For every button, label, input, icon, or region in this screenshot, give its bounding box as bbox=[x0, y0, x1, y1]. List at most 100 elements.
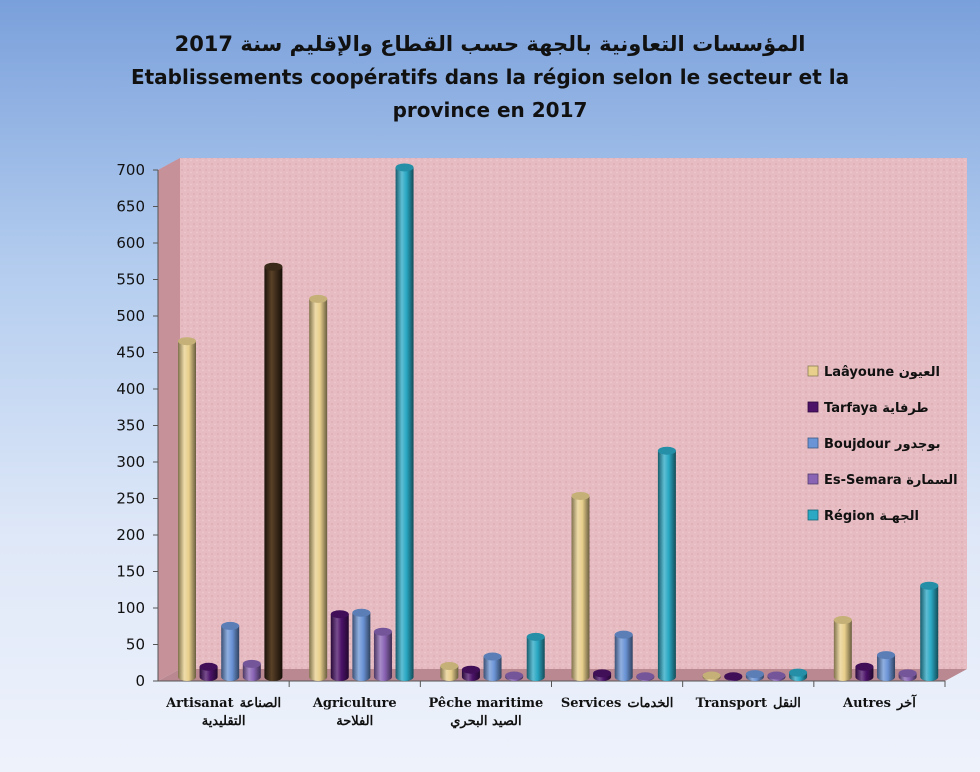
bar-top bbox=[877, 651, 896, 660]
y-tick-label: 0 bbox=[135, 672, 145, 690]
bar-top bbox=[833, 616, 852, 625]
legend-swatch bbox=[807, 365, 819, 377]
bar-top bbox=[571, 491, 590, 500]
bar-top bbox=[505, 671, 524, 680]
bar-top bbox=[461, 665, 480, 674]
category-label-1: Artisanat الصناعة التقليدية bbox=[165, 696, 281, 729]
bar-top bbox=[724, 672, 743, 681]
bar-4-category-1 bbox=[242, 659, 261, 681]
legend-entry-5: Région الجهـة bbox=[807, 509, 919, 524]
bar-2-category-1 bbox=[199, 662, 218, 681]
bar-3-category-1 bbox=[221, 621, 240, 681]
bar-body bbox=[877, 655, 896, 681]
bar-top bbox=[526, 632, 545, 641]
category-label-ar-line2: الصيد البحري bbox=[450, 714, 521, 729]
bar-4-category-4 bbox=[636, 672, 655, 681]
category-label-ar-line2: الفلاحة bbox=[336, 714, 373, 729]
bar-top bbox=[352, 608, 371, 617]
chart-title: المؤسسات التعاونية بالجهة حسب القطاع وال… bbox=[0, 28, 980, 127]
bar-5-category-4 bbox=[657, 446, 676, 681]
category-label-ar-line2: التقليدية bbox=[202, 714, 246, 729]
bar-top bbox=[221, 621, 240, 630]
bar-top bbox=[373, 627, 392, 636]
y-tick-label: 650 bbox=[116, 198, 145, 216]
category-label-fr: Autres bbox=[842, 696, 891, 711]
category-label-fr: Transport bbox=[696, 696, 767, 711]
bar-body bbox=[352, 612, 371, 681]
y-tick-label: 200 bbox=[116, 526, 145, 544]
bar-4-category-2 bbox=[373, 627, 392, 681]
bar-top bbox=[483, 652, 502, 661]
bar-body bbox=[483, 656, 502, 681]
bar-1-category-5 bbox=[702, 671, 721, 681]
bar-5-category-1 bbox=[264, 262, 283, 681]
category-label-line1: Services الخدمات bbox=[561, 696, 673, 711]
bar-body bbox=[855, 666, 874, 681]
bar-4-category-6 bbox=[898, 669, 917, 681]
bar-body bbox=[571, 495, 590, 681]
bar-body bbox=[330, 614, 349, 681]
bar-5-category-6 bbox=[920, 581, 939, 681]
category-label-line1: Autres آخر bbox=[842, 694, 917, 711]
bar-top bbox=[702, 671, 721, 680]
bar-1-category-2 bbox=[309, 294, 328, 681]
bar-top bbox=[614, 630, 633, 639]
bar-1-category-4 bbox=[571, 491, 590, 681]
bar-4-category-3 bbox=[505, 671, 524, 681]
bar-top bbox=[855, 662, 874, 671]
y-tick-label: 250 bbox=[116, 490, 145, 508]
bar-body bbox=[373, 631, 392, 681]
bar-body bbox=[221, 625, 240, 681]
bar-body bbox=[264, 266, 283, 681]
category-label-line1: Pêche maritime bbox=[429, 696, 544, 711]
bar-top bbox=[920, 581, 939, 590]
bar-2-category-4 bbox=[593, 669, 612, 681]
bar-top bbox=[242, 659, 261, 668]
bar-2-category-5 bbox=[724, 672, 743, 681]
bar-5-category-3 bbox=[526, 632, 545, 681]
legend-swatch bbox=[807, 509, 819, 521]
bar-2-category-3 bbox=[461, 665, 480, 681]
bar-3-category-3 bbox=[483, 652, 502, 681]
category-label-fr: Services bbox=[561, 696, 622, 711]
y-tick-label: 550 bbox=[116, 271, 145, 289]
legend-entry-4: Es-Semara السمارة bbox=[807, 473, 958, 488]
y-tick-label: 100 bbox=[116, 599, 145, 617]
category-label-5: Transport النقل bbox=[696, 696, 801, 711]
bar-body bbox=[395, 167, 414, 681]
bar-5-category-5 bbox=[789, 668, 808, 681]
category-label-fr: Agriculture bbox=[312, 696, 397, 711]
bar-2-category-2 bbox=[330, 610, 349, 681]
bar-body bbox=[657, 450, 676, 681]
bar-top bbox=[264, 262, 283, 271]
bar-body bbox=[309, 298, 328, 681]
y-tick-label: 350 bbox=[116, 417, 145, 435]
bar-body bbox=[178, 341, 196, 681]
legend-label: Région الجهـة bbox=[824, 509, 919, 524]
bar-1-category-6 bbox=[833, 616, 852, 681]
y-tick-label: 150 bbox=[116, 563, 145, 581]
category-label-6: Autres آخر bbox=[842, 694, 917, 711]
legend-entry-3: Boujdour بوجدور bbox=[807, 437, 940, 452]
bar-body bbox=[440, 666, 459, 681]
legend-entry-1: Laâyoune العيون bbox=[807, 365, 940, 380]
bar-body bbox=[920, 585, 939, 681]
bar-top bbox=[440, 662, 459, 671]
legend-label: Es-Semara السمارة bbox=[824, 473, 958, 488]
legend-label: Boujdour بوجدور bbox=[824, 437, 940, 452]
bar-3-category-6 bbox=[877, 651, 896, 681]
chart-title-arabic: المؤسسات التعاونية بالجهة حسب القطاع وال… bbox=[174, 32, 806, 56]
legend-label: Tarfaya طرفاية bbox=[824, 401, 929, 416]
plot-side-wall bbox=[158, 158, 180, 681]
category-label-ar: آخر bbox=[896, 694, 917, 711]
y-tick-label: 500 bbox=[116, 307, 145, 325]
bar-body bbox=[614, 634, 633, 681]
category-label-line1: Transport النقل bbox=[696, 696, 801, 711]
category-label-line1: Agriculture bbox=[312, 696, 397, 711]
bar-3-category-2 bbox=[352, 608, 371, 681]
bar-4-category-5 bbox=[767, 671, 786, 681]
bar-body bbox=[526, 636, 545, 681]
category-label-2: Agriculture الفلاحة bbox=[312, 696, 397, 729]
bar-top bbox=[178, 337, 196, 346]
